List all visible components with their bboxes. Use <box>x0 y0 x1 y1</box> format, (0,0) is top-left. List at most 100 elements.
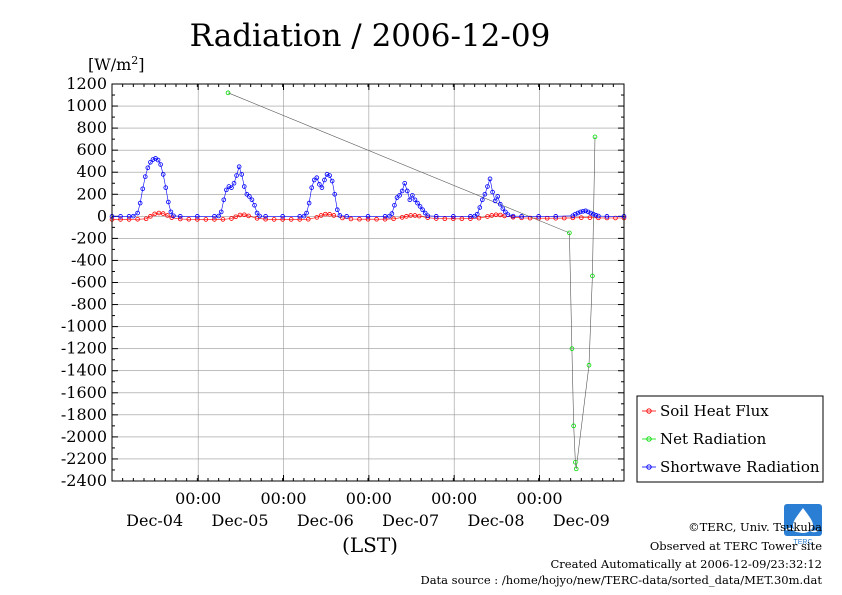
data-point <box>583 208 588 214</box>
data-point <box>416 213 422 219</box>
data-point <box>578 209 583 215</box>
data-point <box>422 210 428 216</box>
data-point <box>593 212 599 218</box>
data-point <box>596 213 601 219</box>
data-point <box>186 217 192 222</box>
data-point <box>160 172 166 177</box>
data-point <box>247 194 252 199</box>
y-tick-label: 1000 <box>66 96 107 115</box>
legend: Soil Heat Flux Net Radiation Shortwave Rad… <box>636 395 824 483</box>
data-point <box>148 214 153 219</box>
data-point <box>579 215 584 220</box>
data-point <box>324 172 330 177</box>
data-point <box>280 217 285 222</box>
footer-created: Created Automatically at 2006-12-09/23:3… <box>551 557 823 571</box>
data-point <box>140 186 146 192</box>
data-point <box>160 211 166 216</box>
data-point <box>348 216 354 222</box>
data-point <box>318 213 324 218</box>
data-point <box>404 214 409 219</box>
data-point <box>145 165 151 171</box>
data-point <box>571 423 576 429</box>
footer-observed: Observed at TERC Tower site <box>650 539 822 553</box>
data-point <box>195 217 200 222</box>
data-point <box>135 210 140 216</box>
data-point <box>503 209 508 215</box>
data-point <box>311 177 317 183</box>
x-time-label: 00:00 <box>260 489 306 508</box>
data-point <box>592 134 598 140</box>
data-point <box>288 217 294 222</box>
data-point <box>231 180 237 186</box>
data-point <box>382 214 388 219</box>
data-point <box>148 159 153 165</box>
y-axis-ticks: 1200 1000 800 600 400 200 0 -200 -400 -600 -800 -10… <box>61 74 624 490</box>
data-point <box>221 197 227 203</box>
data-point <box>177 216 183 222</box>
y-tick-label: -400 <box>71 250 107 269</box>
legend-label: Shortwave Radiation <box>660 458 820 476</box>
series-line <box>112 158 624 217</box>
data-point <box>344 214 349 219</box>
footer-source: Data source : /home/hojyo/new/TERC-data/… <box>420 573 822 587</box>
data-point <box>389 211 395 216</box>
y-tick-label: 800 <box>76 118 107 137</box>
x-time-label: 00:00 <box>346 489 392 508</box>
x-day-label: Dec-05 <box>211 511 268 530</box>
data-point <box>480 197 485 203</box>
data-point <box>131 213 136 219</box>
data-point <box>489 213 495 218</box>
y-tick-label: -800 <box>71 295 107 314</box>
data-point <box>573 459 578 465</box>
data-point <box>229 185 234 190</box>
data-point <box>420 207 425 213</box>
data-point <box>158 162 163 167</box>
data-point <box>271 217 277 222</box>
data-point <box>588 210 594 216</box>
data-point <box>118 217 123 222</box>
data-point <box>519 214 524 219</box>
data-point <box>585 209 591 215</box>
data-point <box>212 217 217 222</box>
data-point <box>433 216 439 221</box>
series-shortwave-radiation <box>109 156 627 219</box>
data-point <box>203 217 209 222</box>
data-point <box>216 213 221 219</box>
x-axis-label: (LST) <box>342 533 398 557</box>
grid-lines <box>112 83 624 482</box>
legend-swatch-marker <box>646 436 652 442</box>
data-point <box>482 191 488 197</box>
data-point <box>323 211 328 217</box>
data-point <box>226 184 232 189</box>
data-point <box>586 362 592 368</box>
data-point <box>536 214 541 219</box>
data-point <box>142 174 148 179</box>
data-point <box>500 206 506 211</box>
data-point <box>135 217 140 222</box>
data-point <box>152 211 157 217</box>
data-point <box>249 197 255 203</box>
data-point <box>244 191 250 197</box>
data-point <box>497 201 503 207</box>
y-tick-label: -600 <box>71 273 107 292</box>
data-point <box>233 214 239 220</box>
data-point <box>297 217 303 222</box>
series-net-radiation <box>225 90 598 472</box>
data-point <box>329 178 335 184</box>
legend-swatch-marker <box>646 464 652 470</box>
data-point <box>126 217 132 222</box>
x-day-label: Dec-09 <box>553 511 610 530</box>
x-day-label: Dec-07 <box>382 511 439 530</box>
terc-logo: TERC <box>784 504 822 546</box>
data-point <box>143 216 149 222</box>
y-tick-label: 600 <box>76 140 107 159</box>
y-tick-label: -1600 <box>61 383 107 402</box>
y-tick-label: -2000 <box>61 427 107 446</box>
data-point <box>263 216 268 222</box>
data-point <box>220 217 226 222</box>
data-point <box>314 215 320 220</box>
data-point <box>477 205 483 210</box>
data-point <box>587 215 593 220</box>
data-point <box>301 213 307 219</box>
data-point <box>425 213 431 219</box>
